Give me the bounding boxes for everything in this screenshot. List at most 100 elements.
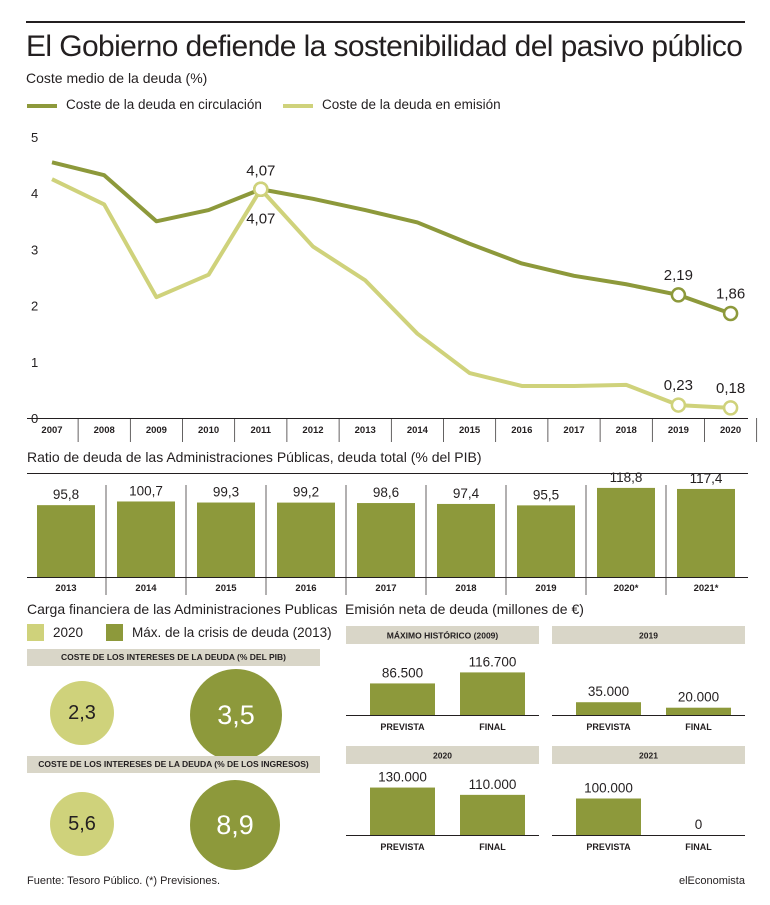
ratio-deuda-bar-chart: 95,8 2013 100,7 2014 99,3 2015 99,2 2016 98,6 201… — [27, 470, 748, 595]
series-line-emision — [51, 177, 731, 410]
data-label: 0,18 — [716, 380, 745, 397]
emision-panel-band — [346, 746, 539, 764]
carga-pib-max-circle: 3,5 — [190, 669, 282, 761]
data-label: 2,19 — [664, 267, 693, 284]
emision-value-label: 86.500 — [382, 665, 423, 680]
bar-category-label: 2021* — [694, 583, 719, 594]
y-tick-label: 5 — [31, 130, 38, 145]
line-chart-subtitle: Coste medio de la deuda (%) — [26, 70, 208, 86]
y-tick-label: 1 — [31, 355, 38, 370]
emision-bar — [460, 794, 525, 835]
bar-value-label: 117,4 — [690, 471, 723, 486]
x-tick-label: 2009 — [146, 425, 167, 436]
legend-label-max-crisis: Máx. de la crisis de deuda (2013) — [132, 625, 332, 640]
data-point-marker — [670, 287, 687, 303]
legend-label-2020: 2020 — [53, 625, 84, 640]
data-label: 1,86 — [716, 285, 745, 302]
x-tick-label: 2011 — [250, 425, 271, 436]
x-tick-label: 2008 — [94, 425, 115, 436]
brand-logo-text: elEconomista — [678, 875, 745, 887]
emision-category-label: FINAL — [685, 842, 712, 852]
emision-value-label: 110.000 — [469, 777, 517, 792]
bar — [197, 502, 255, 577]
source-note: Fuente: Tesoro Público. (*) Previsiones. — [27, 875, 220, 887]
bar-category-label: 2016 — [295, 583, 316, 594]
bar-value-label: 95,8 — [53, 487, 79, 502]
page-title: El Gobierno defiende la sostenibilidad d… — [26, 30, 743, 63]
x-tick-label: 2010 — [198, 425, 219, 436]
emision-category-label: PREVISTA — [586, 842, 631, 852]
line-chart: 0 1 2 3 4 5 2007 2008 2009 2010 2011 2012 2013 2014 20… — [27, 130, 758, 442]
bar — [277, 502, 335, 577]
x-tick-label: 2018 — [616, 425, 637, 436]
carga-ingresos-max-circle: 8,9 — [190, 780, 280, 870]
bar — [517, 505, 575, 577]
legend-swatch-2020 — [27, 624, 44, 641]
carga-row-1-band: COSTE DE LOS INTERESES DE LA DEUDA (% DE… — [27, 649, 320, 666]
emision-category-label: PREVISTA — [380, 722, 425, 732]
legend-label-emision: Coste de la deuda en emisión — [322, 97, 501, 112]
emision-neta-title: Emisión neta de deuda (millones de €) — [345, 601, 584, 617]
emision-bar — [370, 683, 435, 715]
data-point-marker — [722, 305, 739, 322]
legend-label-circulacion: Coste de la deuda en circulación — [66, 97, 262, 112]
x-tick-label: 2013 — [355, 425, 376, 436]
data-label: 4,07 — [246, 162, 275, 179]
emision-panel-title: 2021 — [639, 751, 658, 761]
emision-panel-title: 2020 — [433, 751, 452, 761]
x-tick-label: 2019 — [668, 425, 689, 436]
emision-category-label: FINAL — [479, 722, 506, 732]
carga-pib-2020-circle: 2,3 — [50, 681, 114, 745]
bar-category-label: 2018 — [455, 583, 476, 594]
emision-category-label: PREVISTA — [586, 722, 631, 732]
emision-category-label: FINAL — [685, 722, 712, 732]
emision-value-label: 0 — [695, 817, 703, 832]
emision-value-label: 100.000 — [584, 781, 633, 796]
carga-ingresos-2020-circle: 5,6 — [50, 792, 114, 856]
carga-row-2-band: COSTE DE LOS INTERESES DE LA DEUDA (% DE… — [27, 756, 320, 773]
bar-value-label: 97,4 — [453, 486, 480, 501]
legend-swatch-max-crisis — [106, 624, 123, 641]
emision-panel-band — [346, 626, 539, 644]
emision-category-label: FINAL — [479, 842, 506, 852]
x-tick-label: 2016 — [511, 425, 532, 436]
legend-swatch-circulacion — [27, 104, 57, 108]
emision-panel-title: 2019 — [639, 631, 658, 641]
bar-value-label: 99,2 — [293, 485, 319, 500]
emision-bar — [370, 787, 435, 835]
bar — [117, 501, 175, 577]
y-tick-label: 3 — [31, 242, 38, 257]
bar — [357, 503, 415, 577]
bar-category-label: 2019 — [535, 583, 556, 594]
data-point-marker — [722, 400, 739, 416]
bar-value-label: 118,8 — [610, 470, 643, 485]
bar-category-label: 2017 — [375, 583, 396, 594]
data-point-marker — [670, 397, 687, 413]
y-tick-label: 4 — [31, 186, 38, 201]
bar — [677, 488, 735, 577]
x-tick-label: 2015 — [459, 425, 481, 436]
bar-value-label: 100,7 — [129, 483, 163, 498]
emision-value-label: 35.000 — [588, 684, 629, 699]
emision-bar — [666, 707, 731, 715]
bar-category-label: 2014 — [135, 583, 157, 594]
emision-category-label: PREVISTA — [380, 842, 425, 852]
bar-value-label: 95,5 — [533, 487, 559, 502]
y-tick-label: 2 — [31, 299, 38, 314]
x-tick-label: 2007 — [41, 425, 62, 436]
bar — [37, 505, 95, 577]
bar — [597, 487, 655, 577]
data-point-marker — [253, 181, 269, 198]
carga-financiera-title: Carga financiera de las Administraciones… — [27, 601, 338, 617]
emision-bar — [576, 702, 641, 715]
bar-category-label: 2020* — [614, 583, 639, 594]
data-label: 4,07 — [246, 210, 275, 227]
y-tick-label: 0 — [31, 411, 38, 426]
x-tick-label: 2012 — [302, 425, 323, 436]
data-label: 0,23 — [664, 377, 693, 394]
emision-panel-band — [552, 626, 745, 644]
emision-panel-band — [552, 746, 745, 764]
emision-bar — [460, 672, 525, 715]
legend-swatch-emision — [283, 104, 313, 108]
bar-value-label: 98,6 — [373, 485, 399, 500]
